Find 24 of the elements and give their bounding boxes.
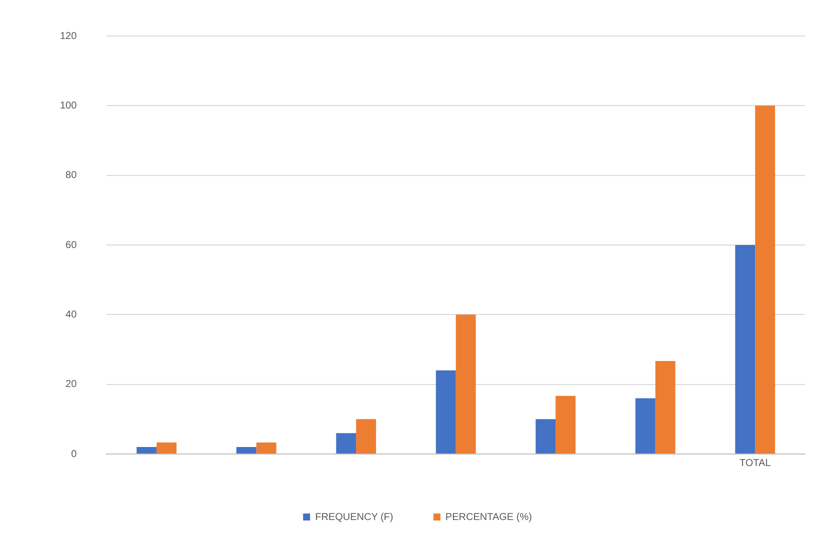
bar — [536, 419, 556, 454]
y-tick-label: 20 — [66, 379, 78, 390]
y-tick-label: 40 — [66, 309, 78, 320]
bar — [156, 442, 177, 454]
bar — [256, 442, 276, 454]
bar — [136, 447, 157, 454]
y-tick-label: 80 — [66, 170, 78, 182]
bar — [556, 396, 576, 454]
bar — [456, 314, 476, 454]
bar — [436, 370, 456, 454]
bar — [635, 398, 656, 454]
bar — [755, 106, 776, 454]
x-tick-label: TOTAL — [739, 458, 772, 469]
bar — [655, 360, 676, 454]
bar — [236, 447, 256, 454]
y-tick-label: 100 — [60, 100, 78, 112]
bar — [735, 245, 756, 454]
bar — [356, 419, 376, 454]
legend-label: FREQUENCY (F) — [315, 512, 394, 523]
y-tick-label: 120 — [60, 30, 78, 42]
legend-label: PERCENTAGE (%) — [445, 512, 532, 523]
y-tick-label: 60 — [66, 240, 78, 251]
bar — [336, 433, 356, 454]
y-tick-label: 0 — [71, 448, 78, 460]
